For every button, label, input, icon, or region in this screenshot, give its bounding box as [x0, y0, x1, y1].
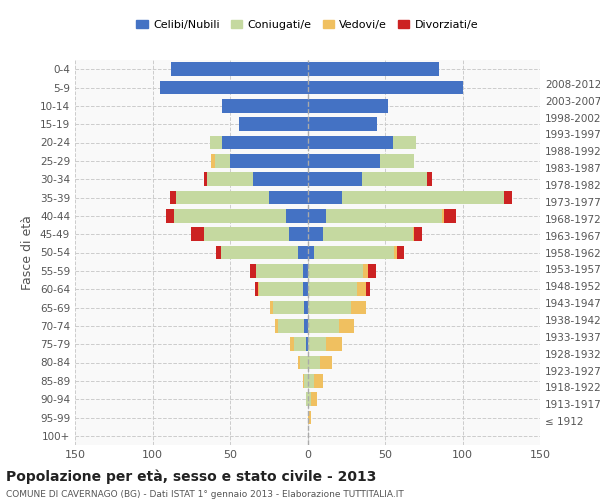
Bar	[221, 246, 298, 260]
Bar	[308, 80, 463, 94]
Bar	[239, 118, 308, 131]
Bar	[259, 282, 303, 296]
Bar	[170, 190, 176, 204]
Text: Popolazione per età, sesso e stato civile - 2013: Popolazione per età, sesso e stato civil…	[6, 470, 376, 484]
Bar	[311, 392, 317, 406]
Bar	[286, 209, 308, 222]
Bar	[326, 209, 442, 222]
Bar	[304, 300, 308, 314]
Y-axis label: Fasce di età: Fasce di età	[22, 215, 34, 290]
Bar	[505, 190, 512, 204]
Bar	[394, 246, 397, 260]
Bar	[308, 136, 393, 149]
Bar	[289, 228, 308, 241]
Bar	[351, 300, 367, 314]
Bar	[308, 300, 351, 314]
Bar	[308, 154, 380, 168]
Bar	[230, 154, 308, 168]
Bar	[269, 190, 308, 204]
Bar	[413, 228, 415, 241]
Bar	[326, 338, 341, 351]
Bar	[304, 374, 308, 388]
Bar	[308, 264, 364, 278]
Bar	[308, 282, 357, 296]
Bar	[290, 338, 293, 351]
Bar	[308, 246, 314, 260]
Bar	[308, 172, 362, 186]
Bar	[308, 62, 439, 76]
Bar	[308, 228, 323, 241]
Bar	[207, 172, 253, 186]
Bar	[308, 209, 326, 222]
Bar	[215, 154, 230, 168]
Legend: Celibi/Nubili, Coniugati/e, Vedovi/e, Divorziati/e: Celibi/Nubili, Coniugati/e, Vedovi/e, Di…	[132, 16, 483, 34]
Bar	[314, 246, 394, 260]
Bar	[393, 136, 416, 149]
Bar	[293, 338, 306, 351]
Text: COMUNE DI CAVERNAGO (BG) - Dati ISTAT 1° gennaio 2013 - Elaborazione TUTTITALIA.: COMUNE DI CAVERNAGO (BG) - Dati ISTAT 1°…	[6, 490, 404, 499]
Bar	[222, 136, 308, 149]
Bar	[298, 356, 300, 370]
Bar	[256, 264, 303, 278]
Bar	[380, 154, 415, 168]
Bar	[303, 282, 308, 296]
Bar	[308, 338, 326, 351]
Bar	[250, 264, 256, 278]
Bar	[308, 410, 311, 424]
Bar	[253, 172, 308, 186]
Bar	[362, 172, 427, 186]
Bar	[306, 392, 308, 406]
Bar	[338, 319, 354, 332]
Bar	[303, 264, 308, 278]
Bar	[255, 282, 258, 296]
Bar	[303, 374, 304, 388]
Bar	[160, 80, 308, 94]
Bar	[308, 99, 388, 112]
Bar	[308, 374, 314, 388]
Bar	[427, 172, 431, 186]
Bar	[357, 282, 367, 296]
Bar	[203, 228, 289, 241]
Bar	[203, 172, 207, 186]
Bar	[308, 319, 338, 332]
Bar	[368, 264, 376, 278]
Bar	[308, 392, 311, 406]
Bar	[210, 136, 222, 149]
Bar	[323, 228, 413, 241]
Bar	[191, 228, 203, 241]
Bar	[300, 356, 308, 370]
Bar	[341, 190, 505, 204]
Bar	[270, 300, 274, 314]
Bar	[397, 246, 404, 260]
Bar	[211, 154, 215, 168]
Bar	[306, 338, 308, 351]
Bar	[258, 282, 259, 296]
Bar	[304, 319, 308, 332]
Bar	[274, 300, 304, 314]
Bar	[222, 99, 308, 112]
Bar	[176, 190, 269, 204]
Bar	[174, 209, 286, 222]
Bar	[415, 228, 422, 241]
Bar	[367, 282, 370, 296]
Bar	[298, 246, 308, 260]
Bar	[275, 319, 278, 332]
Bar	[166, 209, 174, 222]
Bar	[314, 374, 323, 388]
Bar	[278, 319, 304, 332]
Bar	[308, 118, 377, 131]
Bar	[364, 264, 368, 278]
Bar	[320, 356, 332, 370]
Bar	[308, 356, 320, 370]
Bar	[442, 209, 444, 222]
Bar	[444, 209, 456, 222]
Bar	[216, 246, 221, 260]
Bar	[308, 190, 341, 204]
Bar	[171, 62, 308, 76]
